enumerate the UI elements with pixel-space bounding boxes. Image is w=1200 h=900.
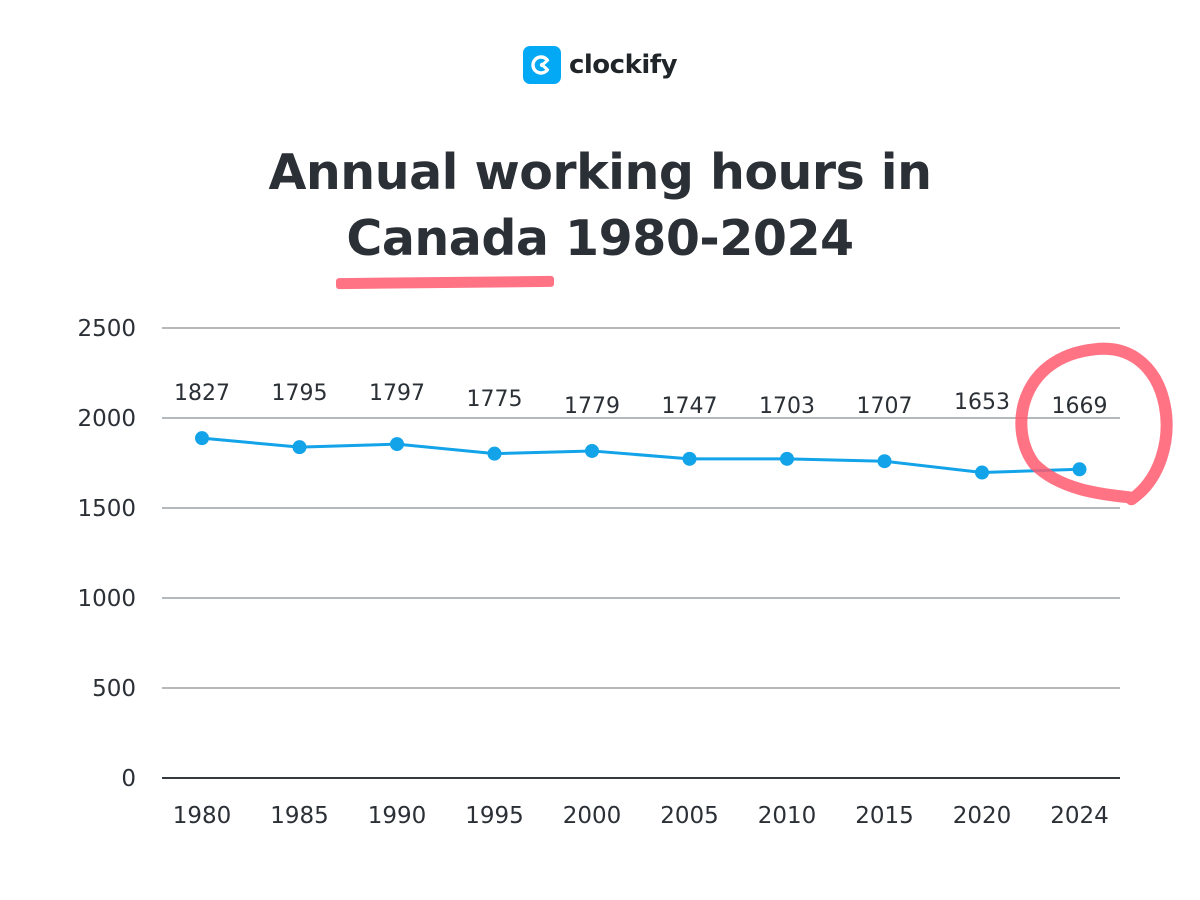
data-point (487, 446, 502, 461)
highlight-circle-annotation (1015, 342, 1173, 506)
data-point (780, 451, 794, 466)
chart-title: Annual working hours in Canada 1980-2024 (0, 140, 1200, 272)
y-tick-label: 1000 (77, 586, 136, 612)
x-tick-label: 2005 (660, 803, 719, 829)
data-label: 1669 (1052, 394, 1108, 419)
data-label: 1779 (564, 394, 620, 419)
data-label: 1707 (857, 394, 913, 419)
data-point (195, 431, 209, 446)
x-tick-label: 2020 (953, 803, 1012, 829)
x-tick-label: 2000 (563, 803, 622, 829)
data-label: 1747 (662, 394, 718, 419)
title-highlight-word: Canada (346, 206, 549, 272)
y-tick-label: 2500 (77, 316, 136, 342)
brand-name: clockify (568, 50, 678, 80)
x-tick-label: 1995 (465, 803, 524, 829)
x-tick-label: 1985 (270, 803, 329, 829)
data-label: 1703 (759, 394, 815, 419)
title-line-2: Canada 1980-2024 (0, 206, 1200, 272)
data-point (292, 440, 307, 455)
data-label: 1775 (467, 387, 523, 412)
data-point (975, 465, 989, 480)
y-tick-label: 500 (92, 676, 136, 702)
data-label: 1653 (954, 390, 1010, 415)
x-tick-label: 1990 (368, 803, 427, 829)
y-tick-label: 1500 (77, 496, 136, 522)
y-tick-label: 0 (121, 766, 136, 792)
title-line-1: Annual working hours in (268, 144, 933, 201)
y-tick-label: 2000 (77, 406, 136, 432)
series-line (201, 436, 1080, 475)
x-tick-label: 2010 (758, 803, 817, 829)
data-point (1072, 462, 1087, 477)
data-label: 1827 (174, 381, 230, 406)
data-point (390, 437, 404, 452)
data-point (585, 443, 599, 458)
x-tick-label: 2015 (855, 803, 914, 829)
data-label: 1797 (369, 381, 425, 406)
x-tick-label: 1980 (173, 803, 232, 829)
data-label: 1795 (272, 381, 328, 406)
data-point (877, 454, 892, 469)
data-point (682, 451, 697, 466)
x-tick-label: 2024 (1050, 803, 1109, 829)
clockify-logo: clockify (0, 46, 1200, 84)
clockify-icon (522, 46, 561, 84)
title-rest: 1980-2024 (548, 210, 854, 267)
